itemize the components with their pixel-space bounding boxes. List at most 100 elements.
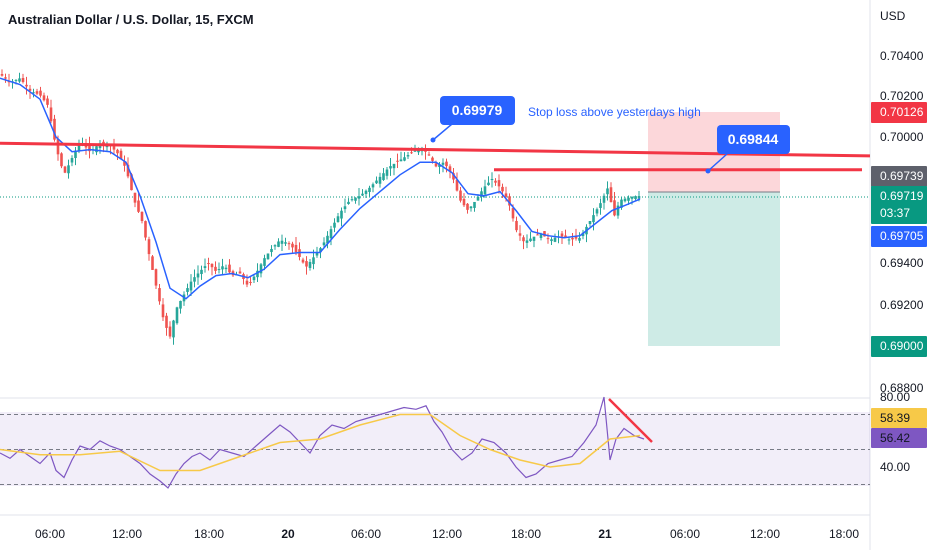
candle-up: [550, 239, 553, 242]
take-profit-zone[interactable]: [648, 192, 780, 346]
candle-up: [602, 195, 606, 203]
candles-group: [0, 69, 641, 345]
candle-down: [39, 90, 42, 96]
candle-down: [35, 91, 39, 94]
candle-down: [116, 149, 119, 154]
price-tick-label: 0.69400: [880, 256, 924, 270]
candle-up: [259, 264, 263, 274]
rsi-ma-line: [0, 413, 641, 472]
time-axis[interactable]: 06:00 12:00 18:00 20 06:00 12:00 18:00 21 06:00 1…: [35, 527, 859, 541]
price-pane[interactable]: [0, 0, 870, 380]
candle-up: [529, 238, 532, 242]
candle-up: [567, 239, 571, 241]
candle-up: [284, 242, 287, 244]
price-label-text: 0.69000: [880, 339, 924, 353]
candle-down: [228, 264, 231, 273]
candle-up: [476, 196, 480, 201]
candle-up: [14, 79, 18, 81]
candle-up: [371, 184, 375, 188]
currency-label: USD: [880, 9, 906, 23]
candle-up: [252, 276, 256, 281]
candle-up: [280, 240, 284, 244]
moving-average-line: [0, 77, 641, 300]
candle-down: [42, 95, 46, 101]
candle-down: [560, 233, 564, 237]
callout-0.69844[interactable]: 0.69844: [705, 125, 791, 174]
rsi-line: [0, 396, 645, 489]
candle-down: [564, 235, 567, 239]
candle-down: [434, 163, 438, 167]
callout-box: [717, 125, 790, 154]
candle-down: [168, 326, 172, 337]
candle-up: [595, 209, 599, 214]
candle-up: [217, 269, 221, 271]
price-axis-labels: 0.70126 0.69739 0.69719 03:37 0.69705 0.69000: [871, 102, 927, 357]
candle-down: [102, 141, 105, 145]
candle-up: [343, 206, 347, 210]
time-tick-label: 06:00: [670, 527, 700, 541]
candle-down: [249, 281, 252, 283]
candle-up: [403, 157, 406, 161]
candle-up: [539, 234, 543, 238]
candle-up: [378, 176, 382, 184]
rsi-label-text: 56.42: [880, 431, 910, 445]
candle-down: [455, 179, 459, 191]
candle-down: [63, 166, 67, 173]
price-label-badge: [871, 203, 927, 224]
candle-down: [462, 198, 466, 206]
time-tick-label: 12:00: [112, 527, 142, 541]
rsi-label-badge: [871, 428, 927, 448]
candle-down: [210, 263, 214, 268]
candle-down: [207, 263, 210, 265]
candle-down: [147, 239, 151, 255]
candle-up: [441, 162, 445, 165]
price-tick-label: 0.70200: [880, 89, 924, 103]
callout-label: 0.69979: [452, 102, 503, 118]
time-tick-label: 12:00: [750, 527, 780, 541]
candle-up: [438, 164, 441, 167]
candle-down: [497, 180, 501, 187]
candle-up: [630, 196, 634, 199]
candle-down: [49, 107, 53, 122]
candle-up: [74, 150, 77, 159]
price-tick-label: 0.70400: [880, 49, 924, 63]
candle-down: [21, 78, 25, 82]
candle-up: [175, 307, 179, 324]
candle-down: [501, 186, 504, 192]
candle-up: [483, 186, 487, 195]
price-label-text: 0.69719: [880, 189, 924, 203]
price-label-text: 03:37: [880, 206, 910, 220]
candle-up: [256, 270, 259, 278]
candle-down: [504, 193, 508, 197]
rsi-level-lines: [0, 414, 870, 485]
candle-down: [305, 261, 308, 267]
price-label-badge: [871, 102, 927, 123]
rsi-axis[interactable]: 80.00 40.00: [880, 390, 910, 474]
candle-down: [287, 243, 291, 245]
candle-down: [53, 118, 56, 140]
candle-up: [637, 196, 641, 199]
candle-up: [189, 281, 193, 291]
callout-0.69979[interactable]: 0.69979: [430, 96, 516, 143]
candle-up: [340, 210, 343, 219]
rsi-divergence-line[interactable]: [608, 398, 653, 443]
candle-up: [623, 198, 627, 202]
candle-down: [410, 152, 413, 154]
candle-down: [60, 153, 63, 167]
candle-down: [508, 196, 511, 206]
candle-down: [427, 154, 431, 156]
price-label-badge: [871, 336, 927, 357]
time-tick-label: 18:00: [511, 527, 541, 541]
candle-down: [396, 160, 399, 162]
candle-down: [546, 238, 550, 240]
candle-down: [84, 145, 88, 148]
price-axis[interactable]: 0.70400 0.70200 0.70000 0.69400 0.69200 0.688…: [880, 49, 924, 395]
candle-up: [329, 229, 333, 239]
candle-up: [375, 180, 378, 184]
candle-up: [322, 242, 326, 246]
candle-down: [522, 237, 525, 242]
rsi-tick-label: 40.00: [880, 460, 910, 474]
candle-up: [200, 269, 203, 275]
candle-up: [525, 240, 529, 243]
